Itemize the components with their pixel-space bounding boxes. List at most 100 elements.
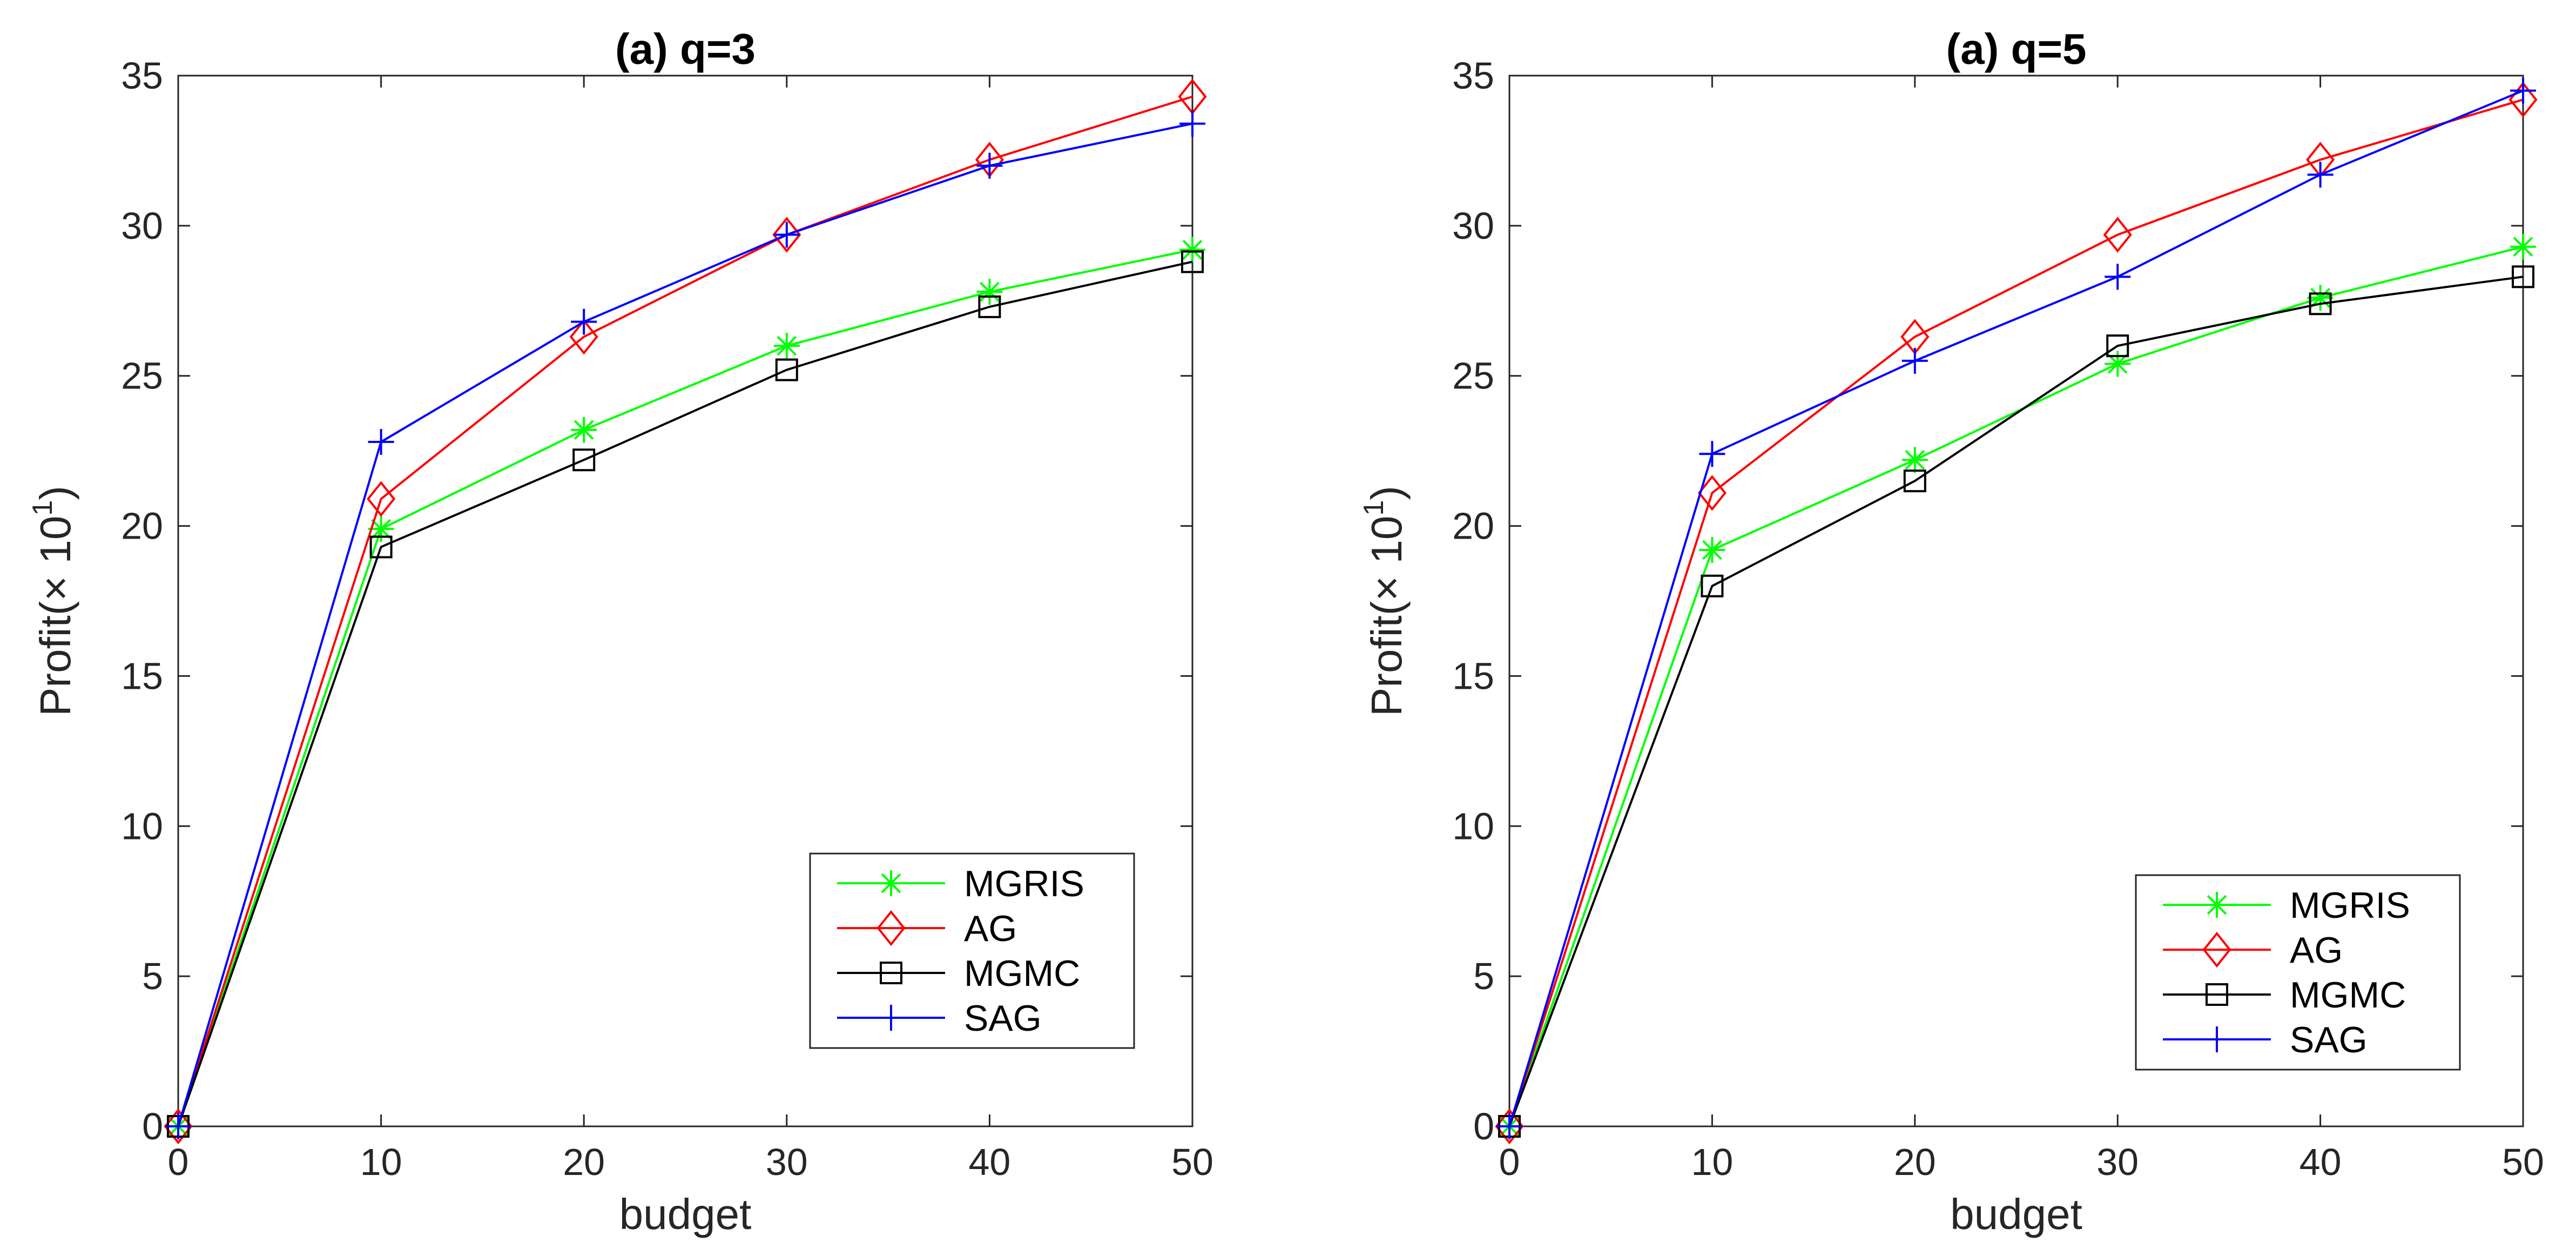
legend-label: MGMC (2290, 975, 2406, 1016)
y-tick-label: 25 (121, 355, 163, 397)
legend-entry: AG (837, 908, 1017, 949)
plot-area (177, 75, 1193, 1127)
data-point (164, 1108, 193, 1145)
data-point (367, 481, 396, 517)
y-tick-label: 30 (121, 205, 163, 247)
legend-entry: MGMC (837, 953, 1080, 994)
series-line (1508, 276, 2524, 1127)
x-tick-label: 40 (2299, 1141, 2342, 1183)
legend-entry: SAG (2163, 1019, 2368, 1060)
y-tick-label: 15 (121, 655, 163, 697)
data-point (165, 1113, 191, 1139)
series-ag (1495, 82, 2538, 1145)
legend-box (2135, 874, 2461, 1071)
data-point (2309, 292, 2332, 315)
y-axis-label-sup: 1 (1358, 500, 1390, 516)
y-tick-label: 10 (121, 805, 163, 847)
legend-entry: MGRIS (2163, 885, 2410, 926)
chart-title: (a) q=3 (615, 25, 756, 73)
y-tick-label: 35 (1452, 55, 1494, 97)
legend-marker (878, 870, 904, 896)
series-line (177, 122, 1193, 1127)
legend-label: SAG (2290, 1019, 2368, 1060)
legend-label: MGRIS (964, 863, 1084, 904)
series-mgris (1496, 233, 2536, 1139)
data-point (1179, 237, 1205, 263)
data-point (572, 448, 596, 472)
y-tick-label: 35 (121, 55, 163, 97)
x-tick-label: 50 (1171, 1141, 1213, 1183)
legend-marker (2204, 1026, 2230, 1052)
data-point (2512, 265, 2534, 288)
legend-marker (2202, 931, 2231, 968)
data-point (368, 428, 394, 455)
x-tick-label: 10 (360, 1141, 402, 1183)
x-tick-label: 40 (968, 1141, 1010, 1183)
legend-entry: MGMC (2163, 975, 2406, 1016)
data-point (2103, 217, 2132, 253)
y-axis: 0 5 10 15 20 25 30 35 (1452, 55, 2523, 1147)
legend-marker (880, 962, 902, 984)
legend-label: MGRIS (2290, 885, 2410, 926)
x-tick-label: 30 (2096, 1141, 2139, 1183)
series-line (1508, 89, 2524, 1127)
data-point (2307, 162, 2334, 188)
data-point (1901, 447, 1928, 473)
y-tick-label: 5 (1473, 955, 1494, 997)
y-axis-label: Profit(× 101) (27, 486, 79, 716)
data-point (2510, 77, 2536, 104)
series-sag (1496, 77, 2536, 1139)
data-point (1903, 469, 1926, 493)
data-point (369, 535, 393, 559)
y-tick-label: 20 (1452, 505, 1494, 547)
data-point (571, 417, 597, 443)
y-tick-label: 0 (1473, 1105, 1494, 1147)
data-point (1496, 1113, 1522, 1139)
series-line (1508, 98, 2524, 1127)
y-axis: 0 5 10 15 20 25 30 35 (121, 55, 1192, 1147)
y-tick-label: 0 (142, 1105, 163, 1147)
x-tick-label: 30 (766, 1141, 808, 1183)
legend-label: AG (964, 908, 1017, 949)
series-ag (164, 78, 1207, 1145)
data-point (1495, 1108, 1524, 1145)
data-point (773, 333, 800, 359)
data-point (1901, 347, 1928, 374)
legend-marker (876, 910, 906, 946)
series-sag (165, 110, 1205, 1139)
legend-box (809, 852, 1135, 1049)
data-point (571, 308, 597, 335)
series-line (1508, 245, 2524, 1127)
x-axis: 0 10 20 30 40 50 (168, 76, 1213, 1183)
x-axis-label: budget (619, 1190, 752, 1238)
chart-q5: (a) q=5 0 10 20 30 40 50 0 5 10 15 20 25 30 35 budget Pr… (1358, 25, 2544, 1238)
data-point (2105, 264, 2131, 290)
chart-q3: (a) q=3 0 10 20 30 40 50 0 5 10 15 20 25 30 35 budget Pr… (27, 25, 1213, 1238)
series-line (177, 248, 1193, 1127)
y-axis-label: Profit(× 101) (1358, 486, 1411, 716)
y-axis-label-sup: 1 (27, 500, 58, 516)
data-point (1181, 250, 1204, 273)
data-point (2510, 233, 2536, 260)
data-point (2307, 285, 2334, 311)
data-point (976, 279, 1003, 305)
legend-label: MGMC (964, 953, 1080, 994)
legend-marker (878, 1005, 904, 1031)
legend-label: AG (2290, 930, 2343, 971)
data-point (1699, 441, 1725, 467)
y-tick-label: 30 (1452, 205, 1494, 247)
data-point (1701, 574, 1724, 597)
series-line (177, 260, 1193, 1127)
y-axis-label-end: ) (1363, 486, 1411, 500)
y-axis-label-main: Profit(× 10 (31, 516, 79, 716)
x-axis-label: budget (1950, 1190, 2082, 1238)
data-point (2105, 351, 2131, 377)
plot-area (1508, 75, 2524, 1127)
data-point (978, 295, 1001, 318)
data-point (1179, 110, 1205, 137)
x-tick-label: 50 (2502, 1141, 2544, 1183)
x-tick-label: 20 (563, 1141, 605, 1183)
